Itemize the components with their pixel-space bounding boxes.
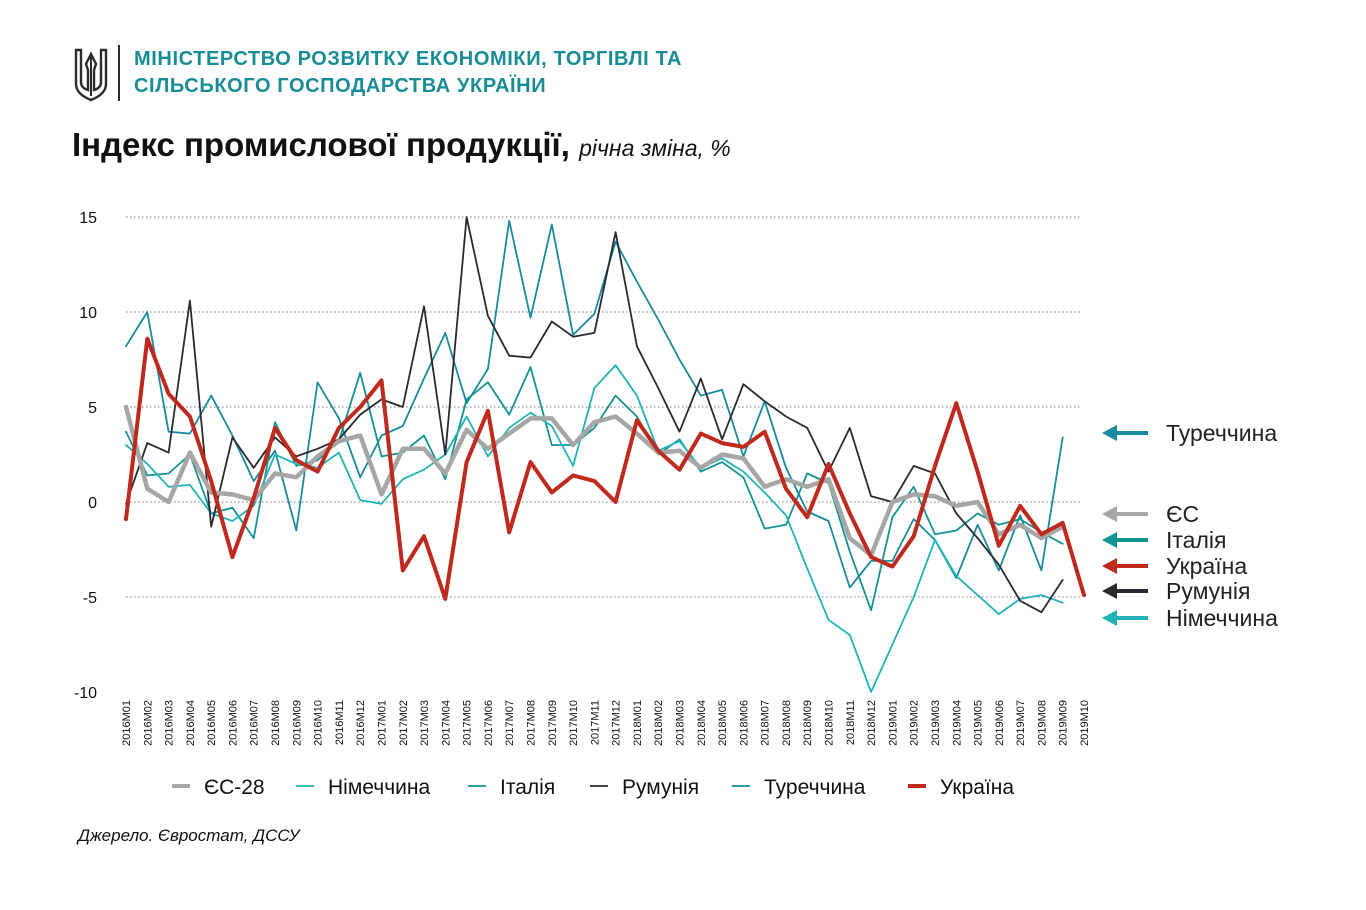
x-tick-label: 2018M10 — [824, 700, 836, 746]
x-tick-label: 2017M09 — [547, 700, 559, 746]
x-tick-label: 2017M03 — [419, 700, 431, 746]
x-tick-label: 2016M06 — [227, 700, 239, 746]
x-tick-label: 2016M12 — [355, 700, 367, 746]
series-line — [125, 216, 1064, 614]
side-label: Туреччина — [1166, 420, 1277, 446]
x-tick-label: 2018M12 — [866, 700, 878, 746]
x-tick-label: 2018M01 — [632, 700, 644, 746]
x-tick-label: 2018M05 — [717, 700, 729, 746]
side-label: Румунія — [1166, 578, 1250, 604]
x-tick-label: 2019M08 — [1036, 700, 1048, 746]
legend-label: Туреччина — [764, 776, 866, 799]
x-tick-label: 2019M07 — [1015, 700, 1027, 746]
legend-label: Італія — [500, 776, 555, 799]
x-tick-label: 2019M03 — [930, 700, 942, 746]
chart-title: Індекс промислової продукції, річна змін… — [72, 126, 731, 164]
legend-label: Румунія — [622, 776, 699, 799]
x-tick-label: 2019M10 — [1079, 700, 1091, 746]
x-tick-label: 2018M06 — [738, 700, 750, 746]
y-tick-label: -5 — [83, 590, 97, 607]
x-tick-label: 2016M07 — [249, 700, 261, 746]
side-label: ЄС — [1166, 501, 1199, 527]
ministry-line1: МІНІСТЕРСТВО РОЗВИТКУ ЕКОНОМІКИ, ТОРГІВЛ… — [134, 48, 683, 70]
x-tick-label: 2016M11 — [334, 700, 346, 745]
header-divider — [118, 45, 120, 101]
x-tick-label: 2017M08 — [525, 700, 537, 746]
side-label-arrowhead — [1102, 425, 1117, 441]
x-tick-label: 2018M02 — [653, 700, 665, 746]
side-label-arrowhead — [1102, 506, 1117, 522]
side-label: Україна — [1166, 553, 1247, 579]
y-tick-label: 10 — [79, 305, 97, 322]
x-tick-label: 2016M03 — [164, 700, 176, 746]
x-tick-label: 2018M09 — [802, 700, 814, 746]
series-line — [125, 219, 1064, 589]
y-tick-label: -10 — [74, 685, 97, 702]
x-tick-label: 2019M02 — [909, 700, 921, 746]
side-label-arrowhead — [1102, 583, 1117, 599]
trident-icon — [74, 48, 108, 102]
side-label-arrowhead — [1102, 558, 1117, 574]
x-tick-label: 2018M04 — [696, 700, 708, 746]
x-tick-label: 2016M02 — [142, 700, 154, 746]
x-tick-label: 2019M05 — [973, 700, 985, 746]
x-tick-label: 2019M09 — [1058, 700, 1070, 746]
legend-label: Україна — [940, 776, 1014, 799]
x-tick-label: 2019M01 — [887, 700, 899, 746]
x-tick-label: 2017M05 — [462, 700, 474, 746]
x-tick-label: 2017M11 — [589, 700, 601, 745]
source-note: Джерело. Євростат, ДССУ — [78, 826, 300, 845]
chart-title-main: Індекс промислової продукції, — [72, 126, 570, 163]
x-tick-label: 2016M05 — [206, 700, 218, 746]
side-label: Італія — [1166, 527, 1226, 553]
x-tick-label: 2017M02 — [398, 700, 410, 746]
series-line — [123, 404, 1065, 558]
header: МІНІСТЕРСТВО РОЗВИТКУ ЕКОНОМІКИ, ТОРГІВЛ… — [72, 44, 682, 102]
side-label: Німеччина — [1166, 605, 1278, 631]
x-tick-label: 2018M11 — [845, 700, 857, 745]
x-tick-label: 2018M08 — [781, 700, 793, 746]
x-tick-label: 2017M06 — [483, 700, 495, 746]
y-tick-label: 5 — [88, 400, 97, 417]
x-tick-label: 2016M08 — [270, 700, 282, 746]
y-tick-label: 15 — [79, 210, 97, 227]
legend-label: Німеччина — [328, 776, 430, 799]
x-tick-label: 2017M04 — [440, 700, 452, 746]
x-tick-label: 2016M09 — [291, 700, 303, 746]
x-tick-label: 2019M04 — [951, 700, 963, 746]
legend-label: ЄС-28 — [204, 776, 265, 799]
ministry-line2: СІЛЬСЬКОГО ГОСПОДАРСТВА УКРАЇНИ — [134, 75, 547, 97]
series-line — [125, 364, 1064, 693]
x-tick-label: 2018M07 — [760, 700, 772, 746]
x-tick-label: 2017M01 — [376, 700, 388, 746]
ministry-name: МІНІСТЕРСТВО РОЗВИТКУ ЕКОНОМІКИ, ТОРГІВЛ… — [134, 46, 682, 100]
series-line — [124, 336, 1086, 601]
x-tick-label: 2019M06 — [994, 700, 1006, 746]
x-tick-label: 2017M07 — [504, 700, 516, 746]
y-tick-label: 0 — [88, 495, 97, 512]
x-tick-label: 2016M04 — [185, 700, 197, 746]
side-label-arrowhead — [1102, 610, 1117, 626]
x-tick-label: 2017M12 — [611, 700, 623, 746]
x-tick-label: 2016M01 — [121, 700, 133, 746]
chart-subtitle: річна зміна, % — [579, 135, 731, 161]
side-label-arrowhead — [1102, 532, 1117, 548]
x-tick-label: 2017M10 — [568, 700, 580, 746]
x-tick-label: 2018M03 — [675, 700, 687, 746]
x-tick-label: 2016M10 — [313, 700, 325, 746]
